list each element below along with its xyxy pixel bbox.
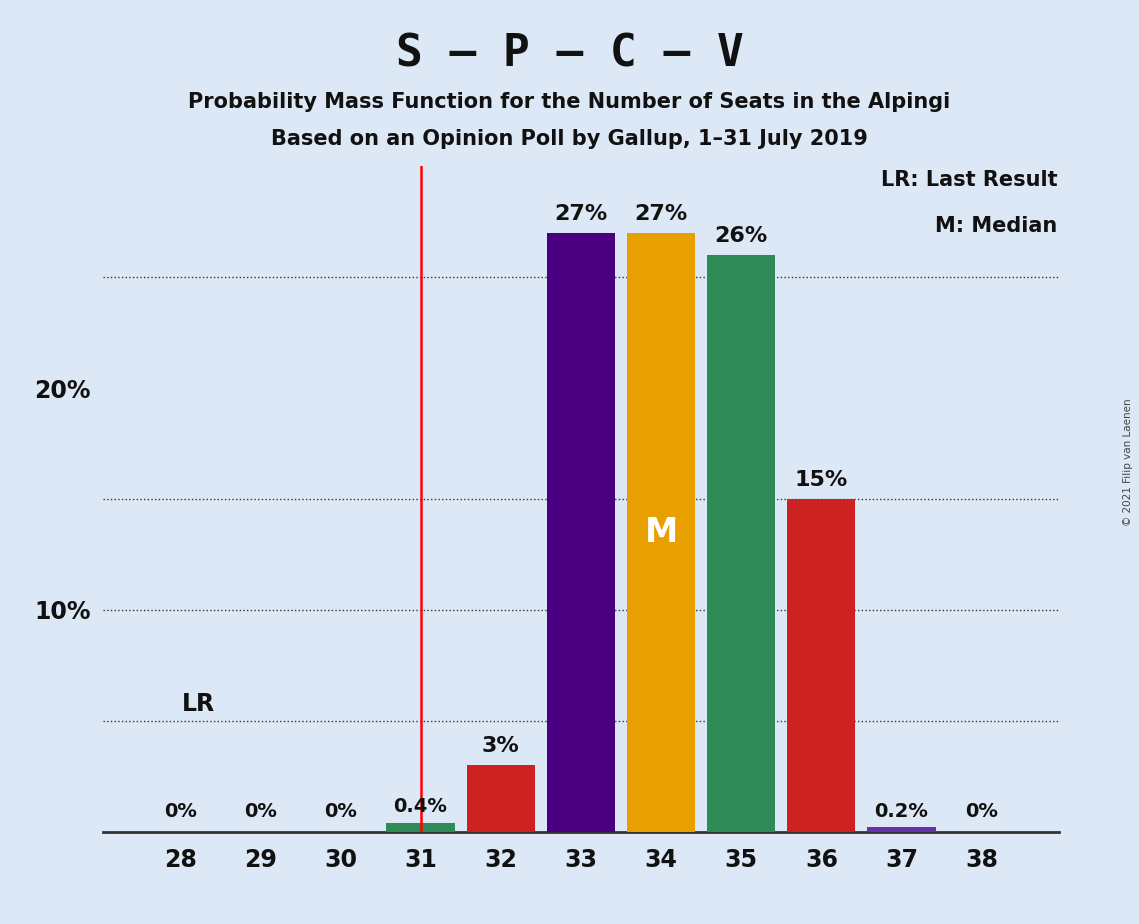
Bar [787,499,855,832]
Text: 15%: 15% [795,470,849,490]
Text: Probability Mass Function for the Number of Seats in the Alpingi: Probability Mass Function for the Number… [188,92,951,113]
Text: 0%: 0% [965,801,998,821]
Bar [386,822,454,832]
Text: © 2021 Filip van Laenen: © 2021 Filip van Laenen [1123,398,1133,526]
Text: M: M [645,516,678,549]
Text: 0%: 0% [164,801,197,821]
Text: 0%: 0% [244,801,277,821]
Bar [707,255,776,832]
Text: 0.2%: 0.2% [875,801,928,821]
Text: LR: Last Result: LR: Last Result [880,170,1057,189]
Text: S – P – C – V: S – P – C – V [395,32,744,76]
Bar [467,765,535,832]
Text: 26%: 26% [714,226,768,246]
Text: 0%: 0% [323,801,357,821]
Bar [547,233,615,832]
Bar [868,827,935,832]
Bar [626,233,695,832]
Text: 27%: 27% [555,204,607,224]
Text: 3%: 3% [482,736,519,756]
Text: Based on an Opinion Poll by Gallup, 1–31 July 2019: Based on an Opinion Poll by Gallup, 1–31… [271,129,868,150]
Text: 27%: 27% [634,204,688,224]
Text: M: Median: M: Median [935,216,1057,237]
Text: LR: LR [182,692,215,716]
Text: 0.4%: 0.4% [394,797,448,816]
